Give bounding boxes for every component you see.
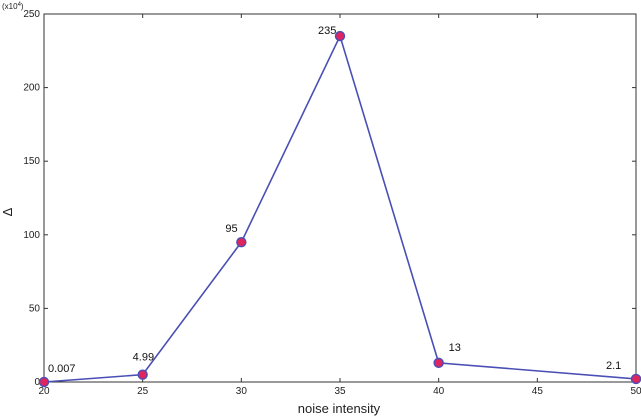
series-group bbox=[38, 30, 641, 388]
y-axis-ticks: 0 50 100 150 200 250 bbox=[23, 9, 636, 388]
data-point bbox=[38, 376, 50, 388]
data-point bbox=[137, 369, 148, 380]
y-tick-label: 100 bbox=[23, 230, 40, 241]
data-label: 4.99 bbox=[133, 352, 154, 364]
data-labels: 0.007 4.99 95 235 13 2.1 bbox=[48, 25, 621, 375]
x-tick-label: 40 bbox=[433, 386, 445, 397]
x-tick-label: 35 bbox=[334, 386, 346, 397]
data-label: 235 bbox=[318, 25, 336, 37]
data-label: 13 bbox=[449, 342, 461, 354]
x-tick-label: 50 bbox=[630, 386, 641, 397]
x-axis-title: noise intensity bbox=[298, 401, 381, 416]
data-point bbox=[236, 236, 247, 248]
data-label: 0.007 bbox=[48, 363, 76, 375]
data-label: 2.1 bbox=[606, 360, 621, 372]
y-tick-label: 200 bbox=[23, 83, 40, 94]
data-point bbox=[334, 30, 346, 42]
x-tick-label: 20 bbox=[38, 386, 50, 397]
x-axis-ticks: 20 25 30 35 40 45 50 bbox=[38, 14, 641, 397]
y-tick-label: 150 bbox=[23, 156, 40, 167]
x-tick-label: 45 bbox=[532, 386, 544, 397]
data-point bbox=[433, 357, 444, 369]
data-label: 95 bbox=[225, 223, 237, 235]
x-tick-label: 25 bbox=[137, 386, 149, 397]
y-tick-label: 0 bbox=[34, 377, 40, 388]
plot-frame bbox=[43, 13, 637, 383]
y-tick-label: 50 bbox=[29, 303, 41, 314]
series-line bbox=[43, 33, 637, 383]
data-point bbox=[630, 373, 641, 385]
y-tick-label: 250 bbox=[23, 9, 40, 20]
y-multiplier-label: (x104) bbox=[2, 2, 24, 11]
x-tick-label: 30 bbox=[236, 386, 248, 397]
y-axis-title: Δ bbox=[0, 207, 15, 216]
